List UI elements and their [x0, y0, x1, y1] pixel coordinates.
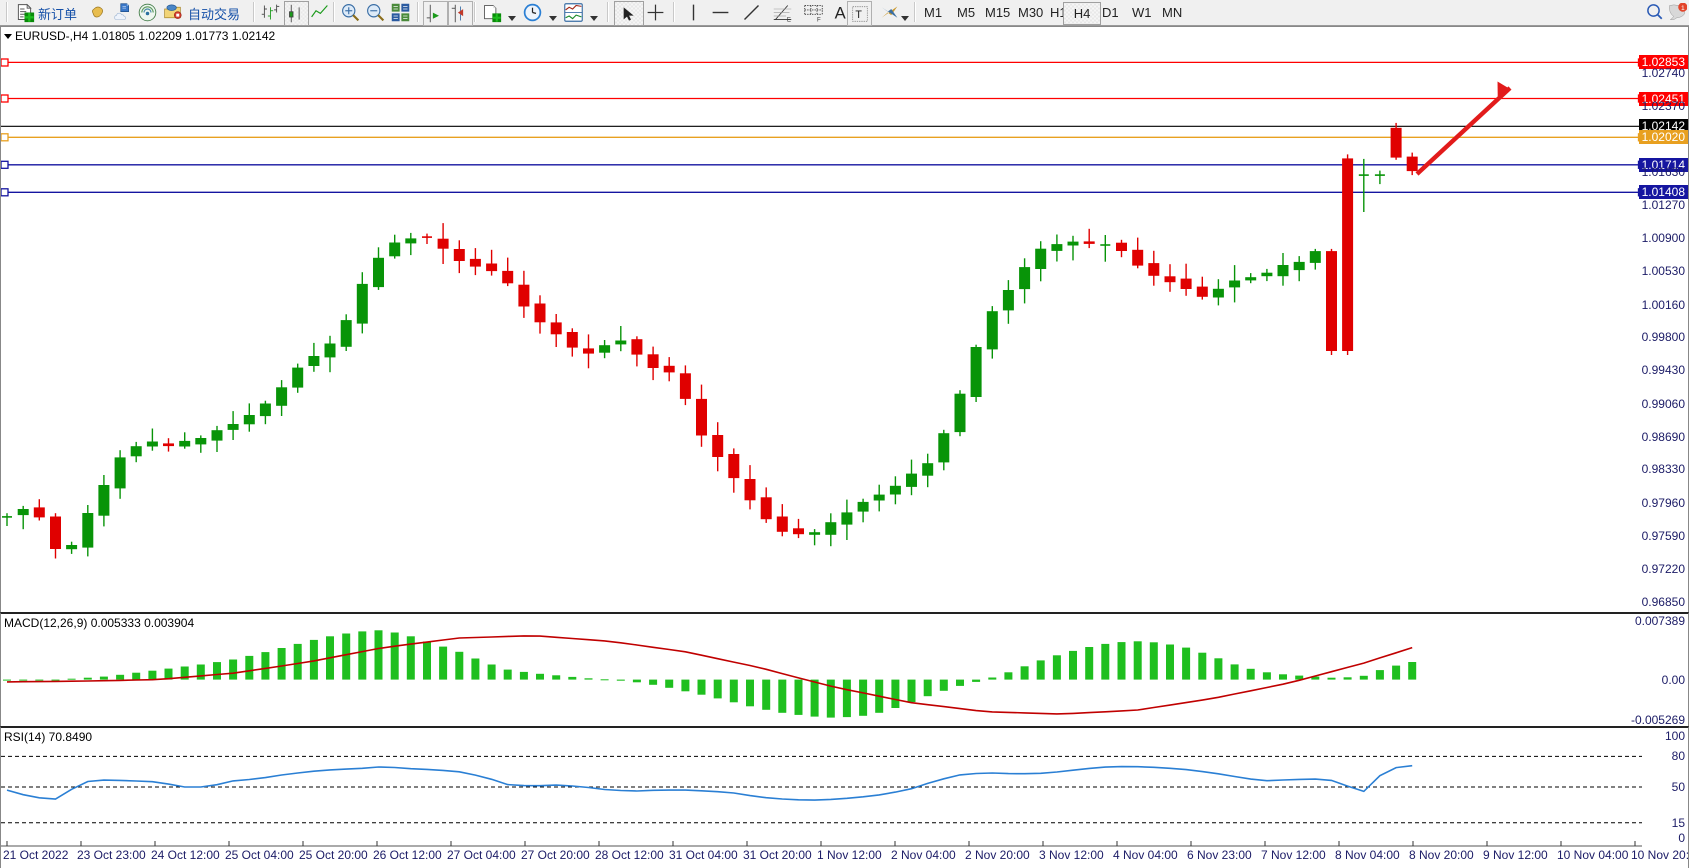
svg-text:A: A — [835, 4, 847, 23]
svg-text:E: E — [787, 16, 791, 23]
svg-text:1: 1 — [1681, 5, 1685, 12]
svg-text:T: T — [855, 9, 862, 21]
svg-text:F: F — [817, 16, 821, 23]
